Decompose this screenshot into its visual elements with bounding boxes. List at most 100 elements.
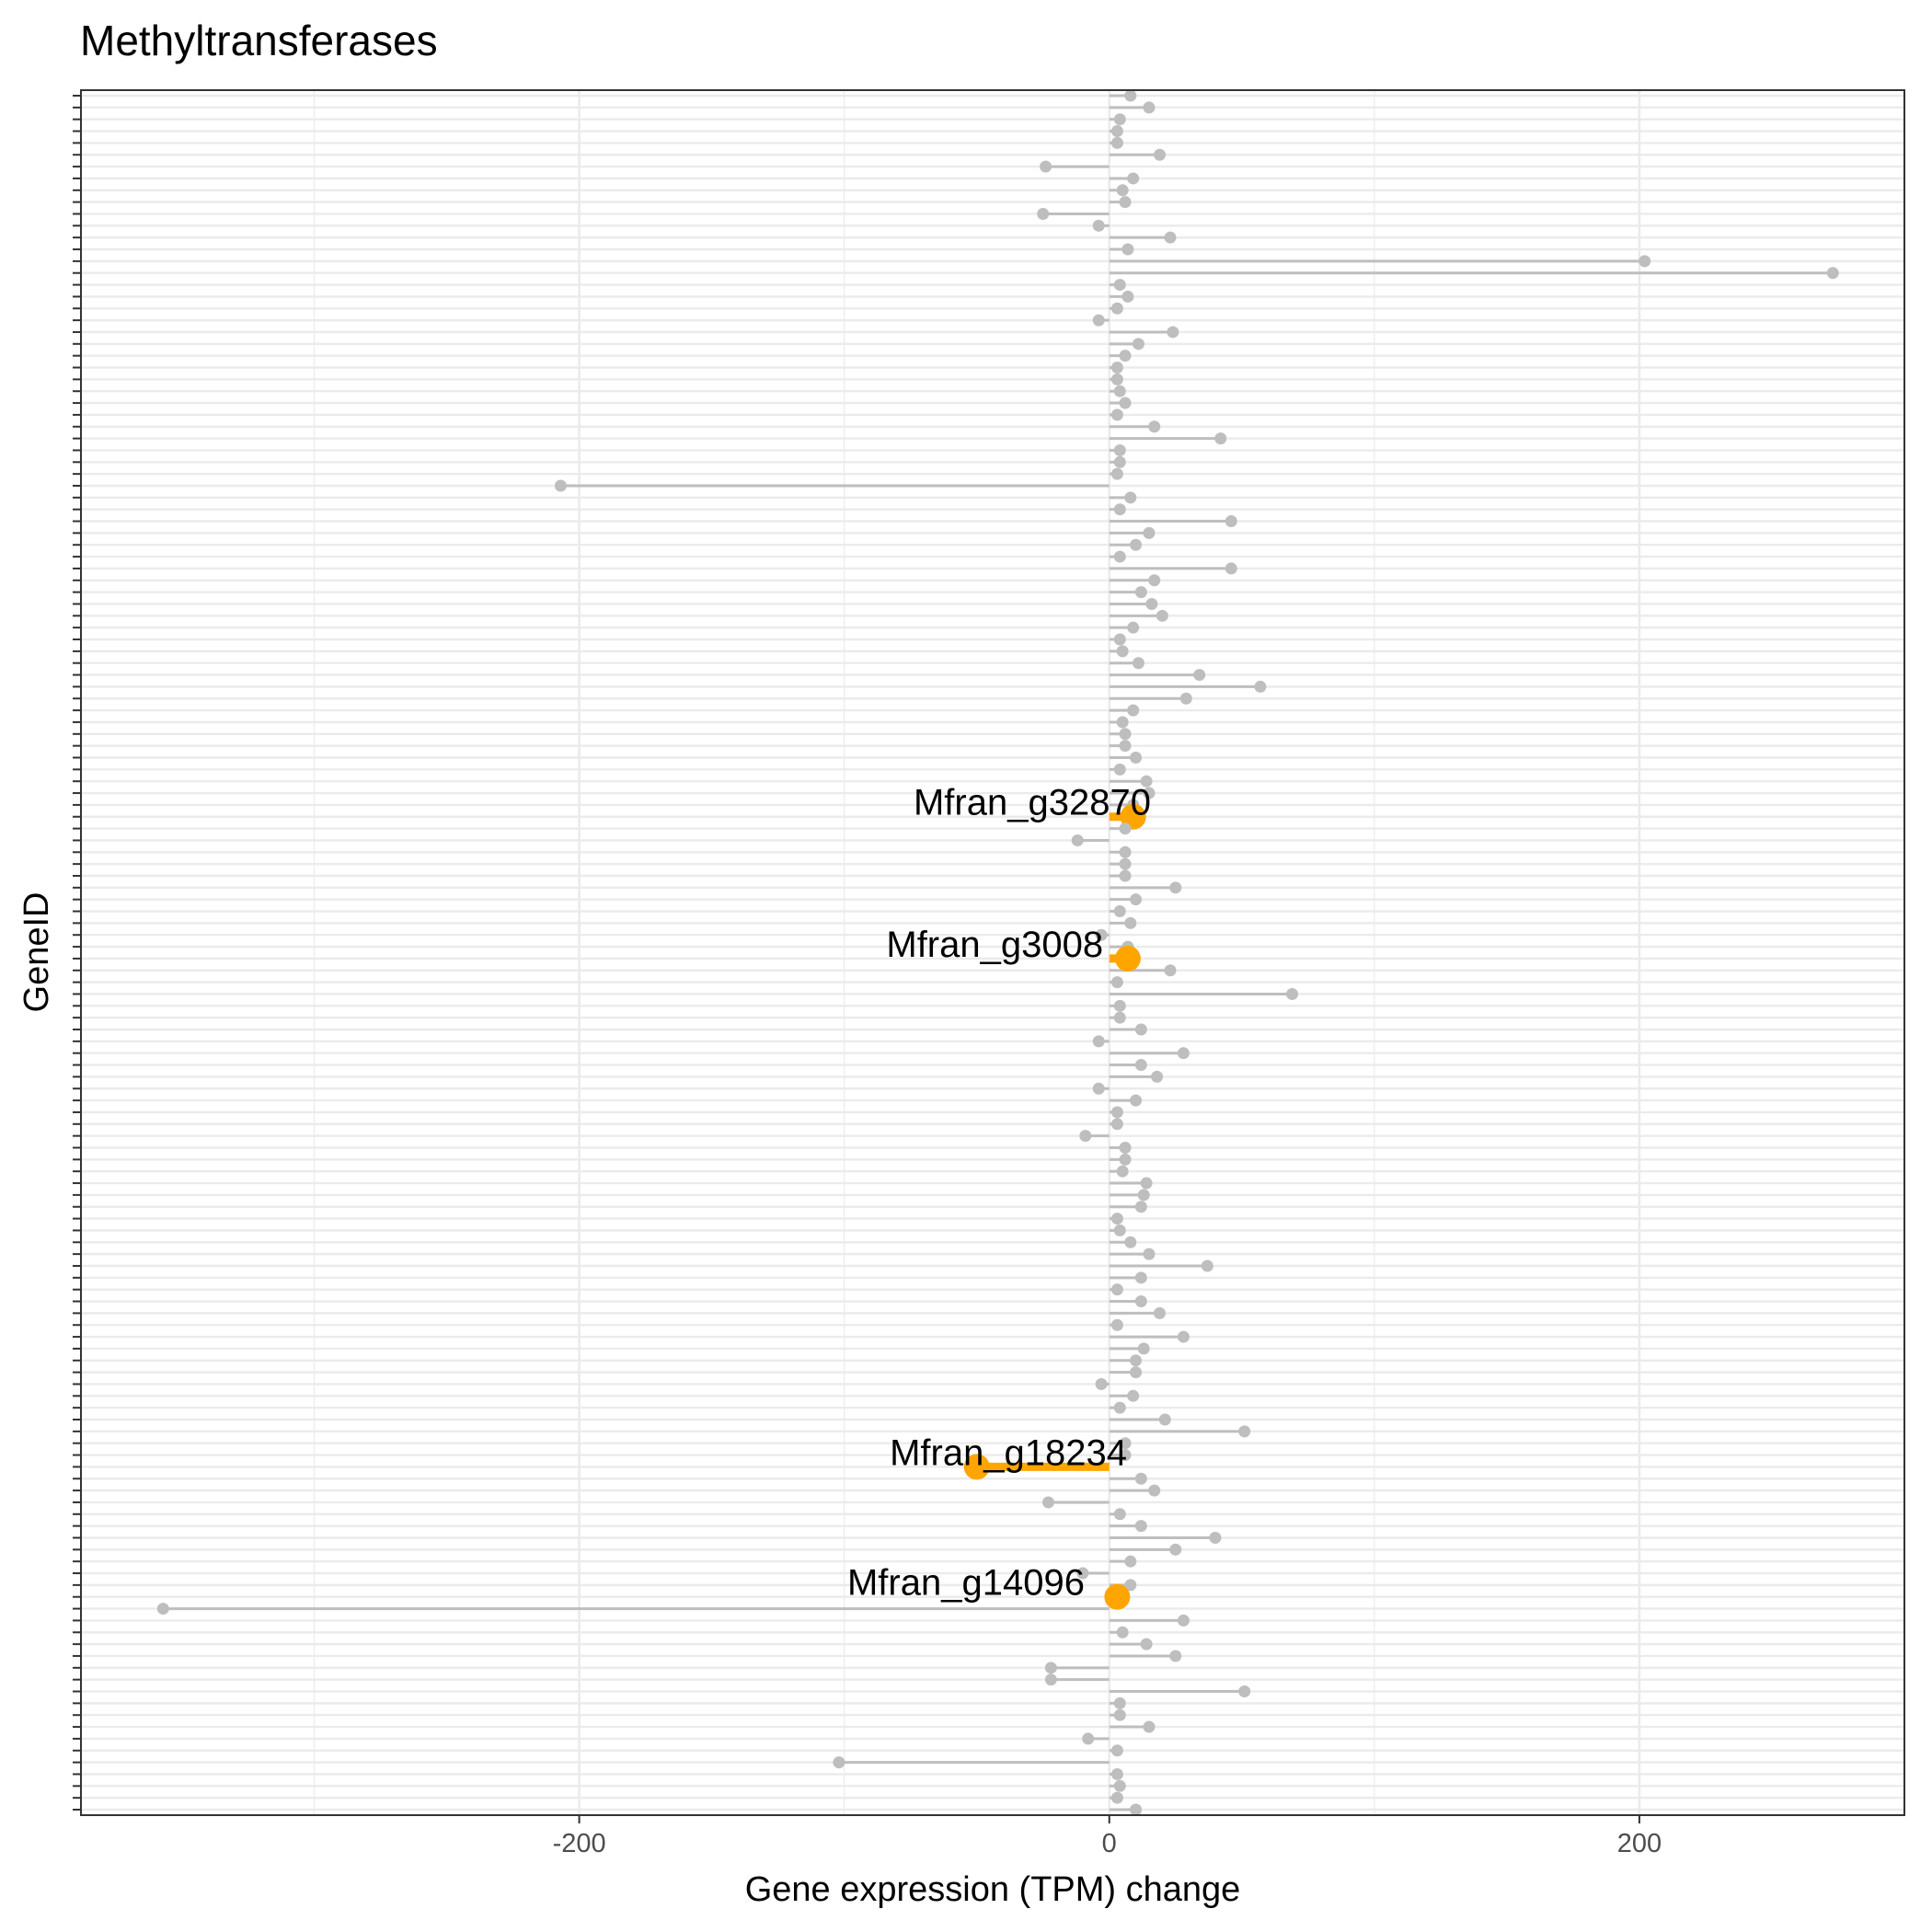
lollipop-point <box>1148 420 1161 433</box>
lollipop-point <box>1148 574 1161 587</box>
lollipop-point <box>1110 408 1123 421</box>
lollipop-point <box>1127 704 1140 717</box>
lollipop-point <box>1143 787 1156 799</box>
lollipop-point <box>1113 1696 1126 1709</box>
lollipop-point <box>1113 1779 1126 1792</box>
lollipop-point <box>1143 526 1156 539</box>
lollipop-point <box>1113 1708 1126 1721</box>
lollipop-point <box>1238 1425 1251 1438</box>
lollipop-point <box>1134 1472 1147 1485</box>
lollipop-point <box>1110 1118 1123 1131</box>
lollipop-point <box>1116 1626 1129 1639</box>
lollipop-point <box>1164 964 1177 977</box>
lollipop-point <box>1121 290 1134 303</box>
lollipop-point <box>1110 1791 1123 1804</box>
lollipop-point <box>1130 1803 1143 1816</box>
y-axis-title: GeneID <box>17 892 56 1013</box>
lollipop-point <box>1130 1366 1143 1379</box>
lollipop-point <box>1124 1555 1137 1568</box>
chart-title: Methyltransferases <box>80 17 438 64</box>
lollipop-point <box>1130 538 1143 551</box>
lollipop-point <box>1127 172 1140 185</box>
lollipop-point <box>1177 1047 1190 1060</box>
lollipop-points <box>156 89 1839 1816</box>
lollipop-point <box>1130 1354 1143 1367</box>
panel-border <box>80 89 1905 1816</box>
lollipop-point <box>1132 338 1144 351</box>
highlight-label: Mfran_g18234 <box>890 1432 1127 1473</box>
lollipop-point <box>1119 196 1132 209</box>
lollipop-point <box>1177 1614 1190 1627</box>
lollipop-point <box>1151 1070 1164 1083</box>
lollipop-point <box>1130 1094 1143 1107</box>
lollipop-point <box>1092 314 1105 327</box>
lollipop-point <box>1169 881 1182 894</box>
lollipop-point <box>1143 1248 1156 1260</box>
lollipop-point <box>1169 1650 1182 1662</box>
lollipop-point <box>1140 1638 1153 1650</box>
lollipop-point <box>1143 1720 1156 1733</box>
lollipop-point <box>1110 467 1123 480</box>
lollipop-point <box>1113 503 1126 516</box>
lollipop-point <box>1119 822 1132 835</box>
lollipop-point <box>1124 89 1137 102</box>
lollipop-point <box>1110 302 1123 315</box>
lollipop-point <box>1044 1673 1057 1686</box>
lollipop-point <box>1286 987 1299 1000</box>
lollipop-point <box>1158 1413 1171 1426</box>
lollipop-point <box>1110 373 1123 385</box>
lollipop-point <box>1092 219 1105 232</box>
lollipop-point <box>1113 113 1126 126</box>
lollipop-point <box>1119 1449 1132 1462</box>
lollipop-point <box>1201 1259 1213 1272</box>
axes: -200 0 200 <box>73 95 1662 1858</box>
lollipop-point <box>1119 1141 1132 1154</box>
lollipop-point <box>1124 916 1137 929</box>
lollipop-point <box>1037 207 1050 220</box>
lollipop-point <box>1110 362 1123 374</box>
highlight-label: Mfran_g14096 <box>847 1563 1085 1604</box>
lollipop-point <box>1214 432 1227 445</box>
lollipop-point <box>554 479 567 492</box>
lollipop-point <box>1177 1330 1190 1343</box>
lollipop-point <box>1110 976 1123 989</box>
lollipop-point <box>1116 716 1129 729</box>
lollipop-point <box>1238 1685 1251 1698</box>
lollipop-point <box>1110 1767 1123 1780</box>
lollipop-point <box>1041 1496 1054 1509</box>
lollipop-point <box>1113 550 1126 563</box>
lollipop-point <box>1110 1106 1123 1119</box>
lollipop-point <box>1124 1236 1137 1248</box>
lollipop-point <box>156 1603 169 1616</box>
lollipop-point <box>1134 586 1147 599</box>
highlight-point <box>1114 945 1141 972</box>
highlight-point <box>1104 1583 1131 1610</box>
lollipop-point <box>1119 728 1132 741</box>
lollipop-point <box>1143 101 1156 114</box>
lollipop-point <box>1116 184 1129 197</box>
lollipop-point <box>1113 1011 1126 1024</box>
lollipop-point <box>1113 455 1126 468</box>
lollipop-point <box>1119 869 1132 882</box>
lollipop-point <box>1079 1130 1092 1143</box>
lollipop-point <box>1113 999 1126 1012</box>
lollipop-point <box>1254 680 1267 693</box>
lollipop-point <box>1113 279 1126 292</box>
lollipop-point <box>1116 1165 1129 1178</box>
lollipop-point <box>1110 1283 1123 1296</box>
plot-panel <box>81 90 1904 1815</box>
lollipop-point <box>1119 857 1132 870</box>
lollipop-point <box>1110 1213 1123 1225</box>
lollipop-point <box>1134 1520 1147 1533</box>
lollipop-point <box>1164 231 1177 244</box>
lollipop-point <box>1113 633 1126 646</box>
lollipop-point <box>1639 255 1651 268</box>
lollipop-point <box>1110 1744 1123 1757</box>
lollipop-point <box>1153 1306 1166 1319</box>
lollipop-point <box>1148 1484 1161 1497</box>
lollipop-point <box>1119 845 1132 858</box>
lollipop-point <box>1119 740 1132 753</box>
lollipop-point <box>1113 443 1126 456</box>
x-tick-label: 200 <box>1617 1829 1662 1858</box>
